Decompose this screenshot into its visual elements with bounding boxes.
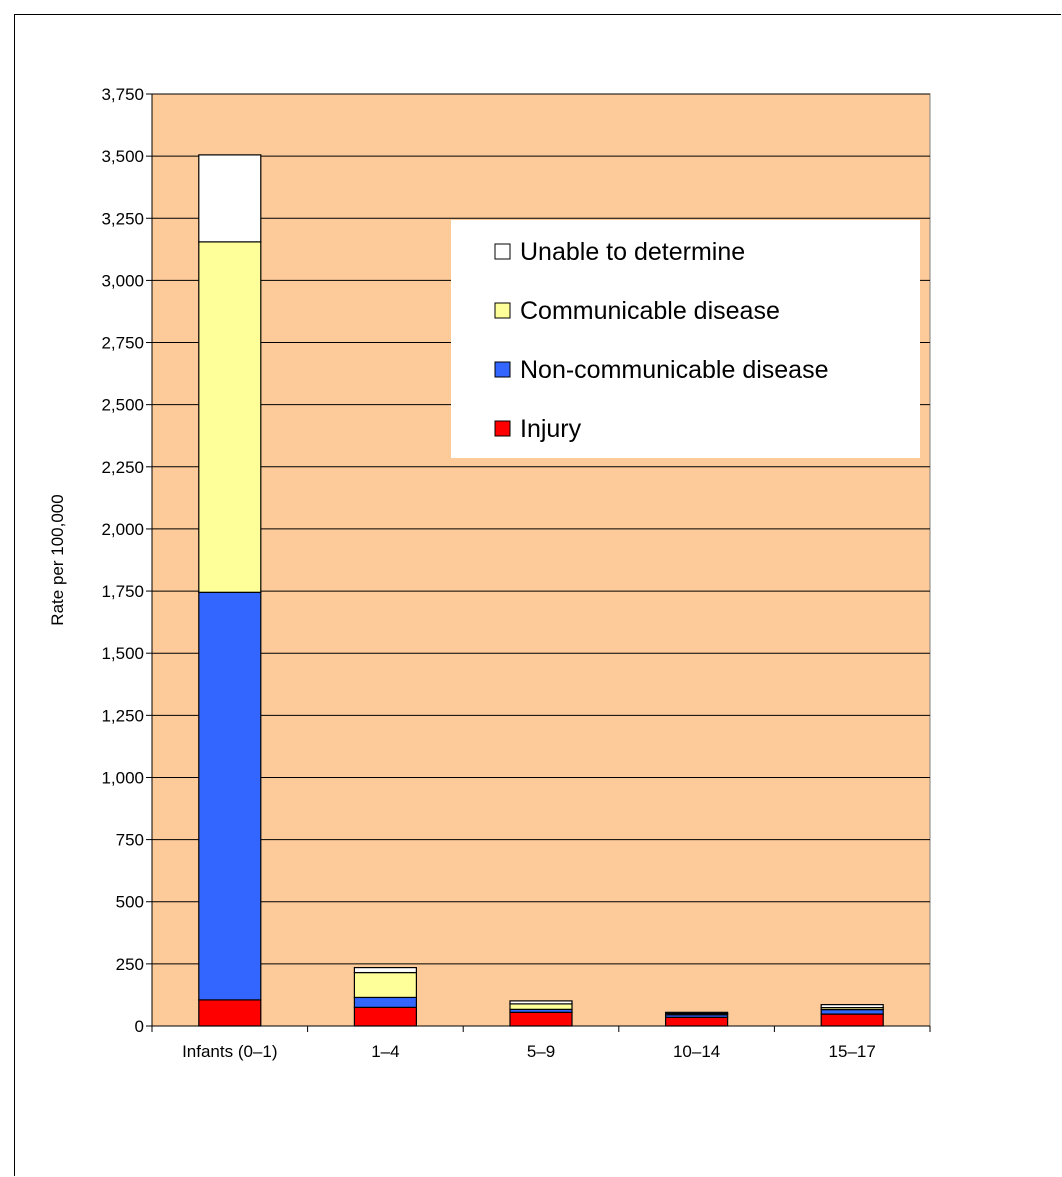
bar-segment xyxy=(820,1004,884,1009)
x-tick-label: Infants (0–1) xyxy=(182,1042,277,1061)
bar-segment xyxy=(353,1006,417,1027)
bar-segment xyxy=(820,1008,884,1015)
y-tick-label: 2,750 xyxy=(101,334,144,353)
bar-segment xyxy=(664,1016,729,1027)
bar-segment xyxy=(820,1013,884,1027)
y-tick-label: 1,250 xyxy=(101,706,144,725)
bar-segment xyxy=(509,1011,573,1027)
y-tick-label: 2,500 xyxy=(101,396,144,415)
x-tick-label: 1–4 xyxy=(371,1042,399,1061)
legend: Unable to determine Communicable disease N… xyxy=(451,220,920,458)
y-tick-label: 1,500 xyxy=(101,644,144,663)
legend-swatch xyxy=(494,361,511,378)
y-tick-label: 3,250 xyxy=(101,209,144,228)
legend-box xyxy=(451,220,920,458)
y-tick-label: 250 xyxy=(116,955,144,974)
y-tick-label: 2,000 xyxy=(101,520,144,539)
bar-segment xyxy=(509,1003,573,1010)
bar-segment xyxy=(198,999,262,1027)
chart-frame xyxy=(14,14,1061,1176)
y-tick-label: 3,000 xyxy=(101,271,144,290)
y-tick-label: 1,750 xyxy=(101,582,144,601)
bar-segment xyxy=(353,966,417,974)
legend-label: Communicable disease xyxy=(520,297,780,325)
y-axis-label: Rate per 100,000 xyxy=(48,494,67,625)
x-tick-labels: Infants (0–1) 1–4 5–9 10–14 15–17 xyxy=(182,1042,876,1061)
legend-swatch xyxy=(494,302,511,319)
y-tick-label: 3,500 xyxy=(101,147,144,166)
y-tick-label: 750 xyxy=(116,831,144,850)
legend-label: Injury xyxy=(520,415,582,443)
legend-label: Non-communicable disease xyxy=(520,356,828,384)
y-tick-label: 500 xyxy=(116,893,144,912)
bar-segment xyxy=(664,1011,729,1015)
y-tick-label: 1,000 xyxy=(101,768,144,787)
y-tick-label: 2,250 xyxy=(101,458,144,477)
legend-swatch xyxy=(494,420,511,437)
y-tick-label: 3,750 xyxy=(101,85,144,104)
bar-segment xyxy=(198,154,262,243)
legend-label: Unable to determine xyxy=(520,238,745,266)
x-tick-label: 10–14 xyxy=(673,1042,720,1061)
axes xyxy=(146,93,931,1032)
y-tick-label: 0 xyxy=(135,1017,144,1036)
x-tick-label: 15–17 xyxy=(829,1042,876,1061)
bars xyxy=(198,154,884,1027)
bar-segment xyxy=(198,241,262,593)
y-tick-labels: 0 250 500 750 1,000 1,250 1,500 1,750 2,000 2,250… xyxy=(101,85,144,1036)
bar-segment xyxy=(353,971,417,999)
x-tick-label: 5–9 xyxy=(527,1042,555,1061)
bar-segment xyxy=(198,591,262,1001)
legend-swatch xyxy=(494,243,511,260)
bar-segment xyxy=(353,996,417,1008)
bar-segment xyxy=(509,1000,573,1005)
